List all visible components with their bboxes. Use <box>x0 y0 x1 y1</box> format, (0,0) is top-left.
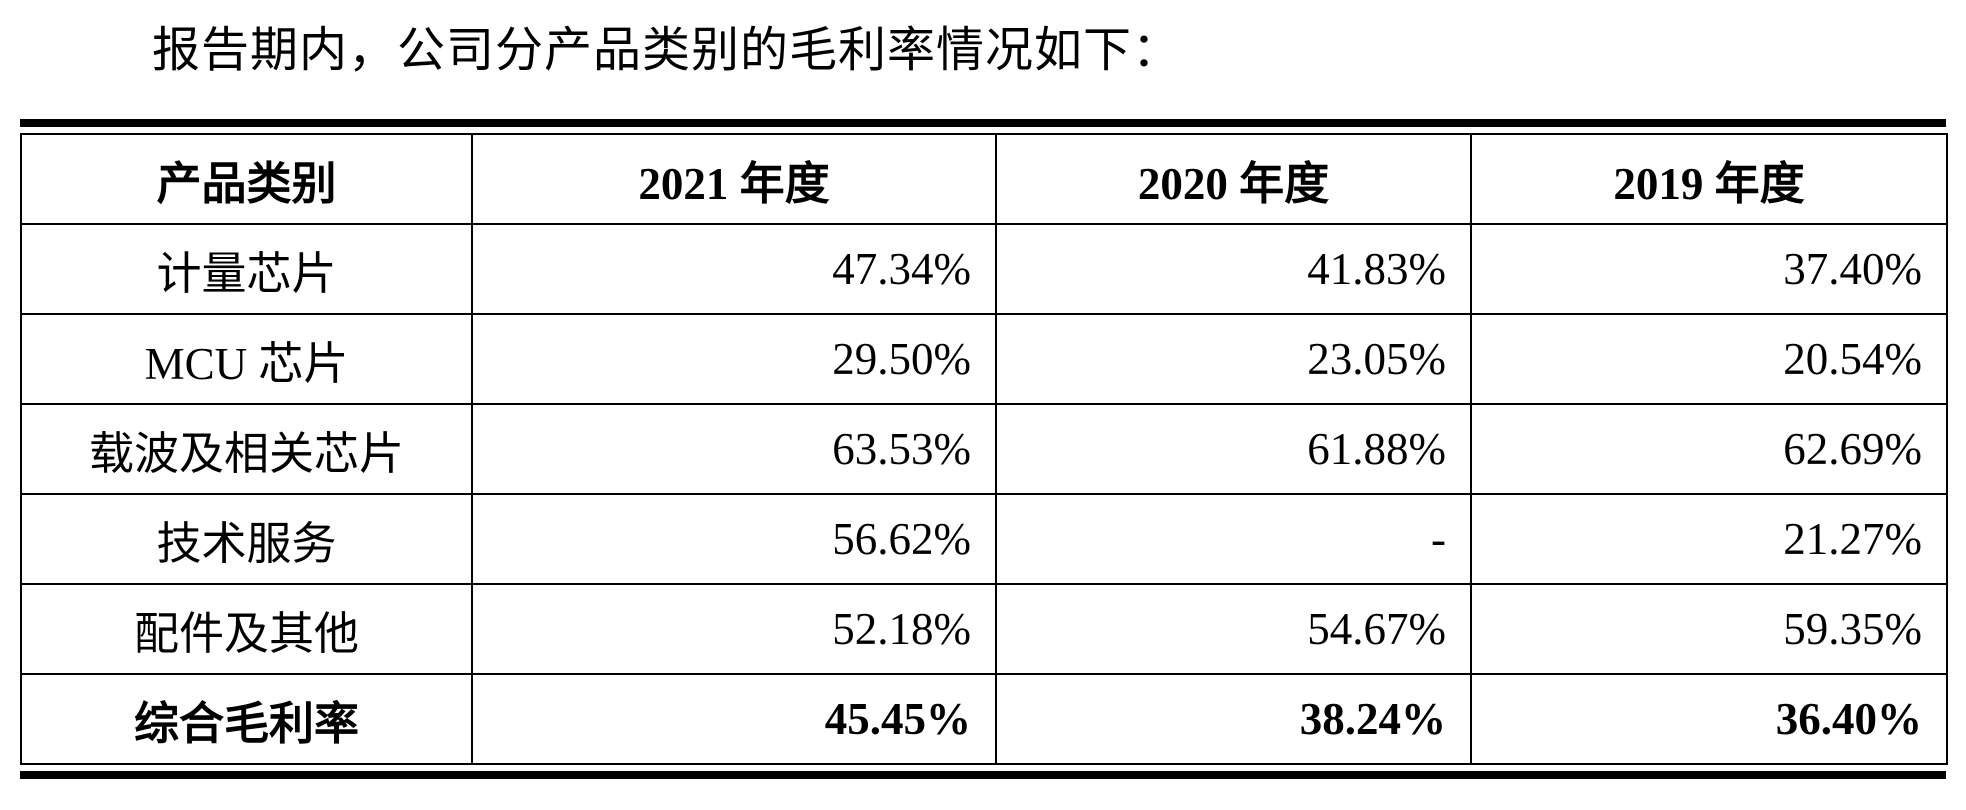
row-category: 配件及其他 <box>20 583 473 675</box>
row-value-2019: 37.40% <box>1470 223 1948 315</box>
row-value-2021: 63.53% <box>471 403 997 495</box>
row-value-2020: 41.83% <box>995 223 1472 315</box>
row-value-2019: 21.27% <box>1470 493 1948 585</box>
table-row: 计量芯片 47.34% 41.83% 37.40% <box>20 223 1948 315</box>
row-value-2019: 59.35% <box>1470 583 1948 675</box>
row-category: 载波及相关芯片 <box>20 403 473 495</box>
table-total-row: 综合毛利率 45.45% 38.24% 36.40% <box>20 673 1948 765</box>
row-value-2019: 20.54% <box>1470 313 1948 405</box>
row-category: MCU 芯片 <box>20 313 473 405</box>
row-value-2020: 61.88% <box>995 403 1472 495</box>
row-value-2020: 23.05% <box>995 313 1472 405</box>
gross-margin-table: 产品类别 2021 年度 2020 年度 2019 年度 计量芯片 47.34%… <box>20 133 1948 765</box>
header-product-category: 产品类别 <box>20 133 473 225</box>
header-2021: 2021 年度 <box>471 133 997 225</box>
table-header-row: 产品类别 2021 年度 2020 年度 2019 年度 <box>20 133 1948 225</box>
table-row: 技术服务 56.62% - 21.27% <box>20 493 1948 585</box>
total-value-2021: 45.45% <box>471 673 997 765</box>
row-value-2020: 54.67% <box>995 583 1472 675</box>
total-value-2019: 36.40% <box>1470 673 1948 765</box>
table-row: 载波及相关芯片 63.53% 61.88% 62.69% <box>20 403 1948 495</box>
row-value-2021: 29.50% <box>471 313 997 405</box>
row-category: 计量芯片 <box>20 223 473 315</box>
intro-paragraph: 报告期内，公司分产品类别的毛利率情况如下： <box>152 24 1182 77</box>
header-2019: 2019 年度 <box>1470 133 1948 225</box>
row-category: 技术服务 <box>20 493 473 585</box>
table-row: 配件及其他 52.18% 54.67% 59.35% <box>20 583 1948 675</box>
row-value-2020: - <box>995 493 1472 585</box>
row-value-2019: 62.69% <box>1470 403 1948 495</box>
row-value-2021: 56.62% <box>471 493 997 585</box>
row-value-2021: 47.34% <box>471 223 997 315</box>
gross-margin-table-wrapper: 产品类别 2021 年度 2020 年度 2019 年度 计量芯片 47.34%… <box>20 119 1948 779</box>
row-value-2021: 52.18% <box>471 583 997 675</box>
table-row: MCU 芯片 29.50% 23.05% 20.54% <box>20 313 1948 405</box>
total-value-2020: 38.24% <box>995 673 1472 765</box>
header-2020: 2020 年度 <box>995 133 1472 225</box>
total-label: 综合毛利率 <box>20 673 473 765</box>
